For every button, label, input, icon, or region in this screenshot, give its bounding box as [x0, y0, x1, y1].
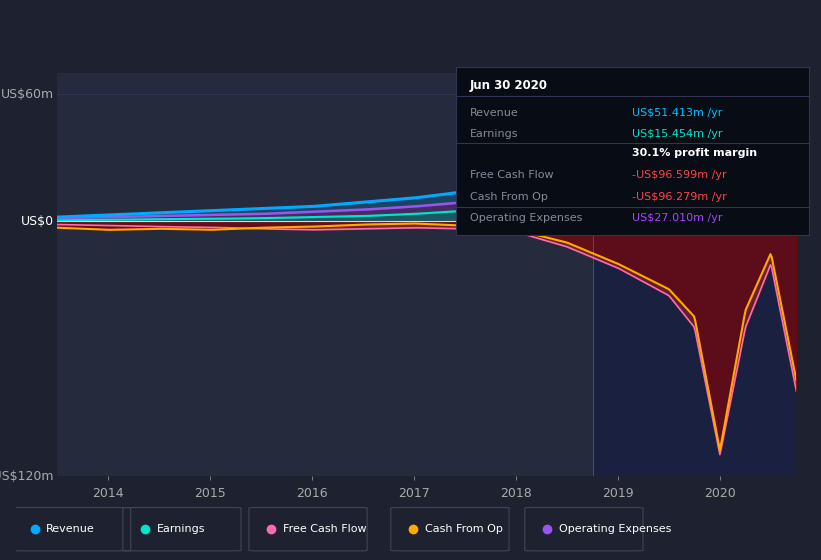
Text: US$15.454m /yr: US$15.454m /yr	[632, 129, 722, 139]
Text: Operating Expenses: Operating Expenses	[558, 524, 671, 534]
Text: US$60m: US$60m	[1, 87, 54, 101]
Text: 30.1% profit margin: 30.1% profit margin	[632, 148, 757, 158]
Text: Free Cash Flow: Free Cash Flow	[470, 170, 553, 180]
Text: -US$96.599m /yr: -US$96.599m /yr	[632, 170, 727, 180]
Bar	[593, 73, 796, 476]
Text: Operating Expenses: Operating Expenses	[470, 213, 582, 223]
Text: Cash From Op: Cash From Op	[470, 192, 548, 202]
Text: -US$96.279m /yr: -US$96.279m /yr	[632, 192, 727, 202]
Text: US$51.413m /yr: US$51.413m /yr	[632, 108, 722, 118]
Text: Revenue: Revenue	[470, 108, 519, 118]
Text: Revenue: Revenue	[46, 524, 95, 534]
Text: -US$120m: -US$120m	[0, 469, 54, 483]
Text: US$27.010m /yr: US$27.010m /yr	[632, 213, 722, 223]
Text: Jun 30 2020: Jun 30 2020	[470, 79, 548, 92]
Text: Free Cash Flow: Free Cash Flow	[282, 524, 366, 534]
Text: Earnings: Earnings	[157, 524, 205, 534]
Text: Cash From Op: Cash From Op	[424, 524, 502, 534]
Text: US$0: US$0	[21, 215, 54, 228]
Text: Earnings: Earnings	[470, 129, 518, 139]
